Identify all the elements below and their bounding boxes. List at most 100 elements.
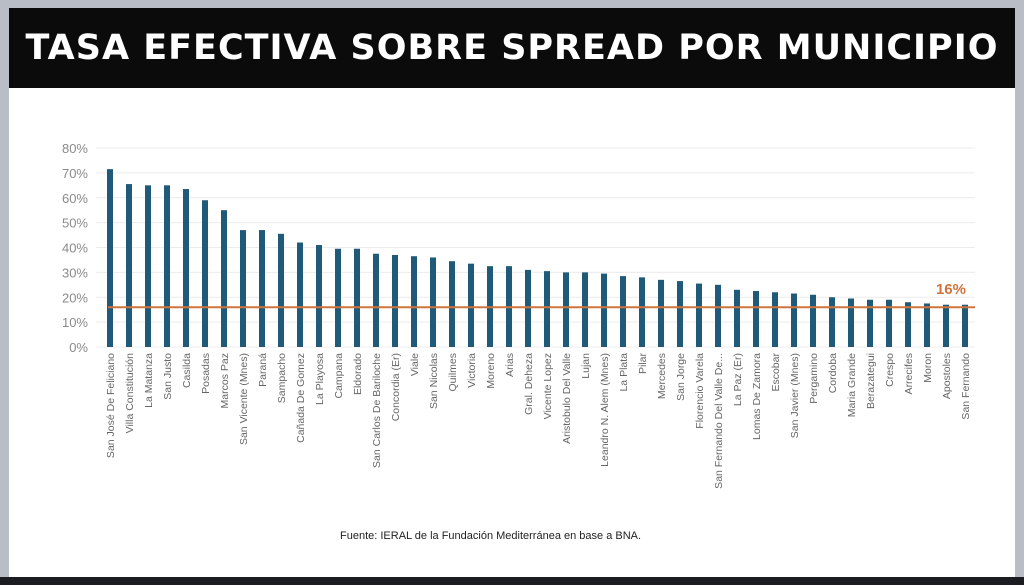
x-tick-label: Pilar	[637, 353, 649, 375]
bar	[696, 283, 702, 347]
y-tick-label: 0%	[69, 340, 88, 355]
x-tick-label: Casilda	[181, 353, 193, 388]
x-tick-label: Cordoba	[827, 353, 839, 393]
x-tick-label: Apostoles	[941, 353, 953, 399]
x-tick-label: Posadas	[200, 353, 212, 394]
x-tick-label: Arias	[504, 353, 516, 377]
y-tick-label: 50%	[62, 216, 88, 231]
x-tick-label: Viale	[409, 353, 421, 376]
bar	[962, 304, 968, 347]
x-tick-label: Gral. Deheza	[523, 353, 535, 415]
bar	[886, 299, 892, 347]
reference-label: 16%	[936, 281, 966, 298]
bar	[715, 284, 721, 347]
x-tick-label: Vicente Lopez	[542, 353, 554, 419]
bar	[335, 248, 341, 347]
x-tick-label: Berazategui	[865, 353, 877, 409]
bar	[240, 230, 246, 347]
x-tick-label: Moron	[922, 353, 934, 383]
x-tick-label: San Javier (Mnes)	[789, 353, 801, 438]
bar	[525, 269, 531, 347]
bar	[126, 184, 132, 347]
x-tick-label: San Jorge	[675, 353, 687, 401]
x-tick-label: Concordia (Er)	[390, 353, 402, 421]
x-tick-label: La Paz (Er)	[732, 353, 744, 406]
y-tick-label: 40%	[62, 241, 88, 256]
x-tick-label: San Vicente (Mnes)	[238, 353, 250, 445]
slide: TASA EFECTIVA SOBRE SPREAD POR MUNICIPIO	[9, 8, 1015, 578]
bar	[297, 242, 303, 347]
bar	[278, 233, 284, 347]
x-tick-label: Escobar	[770, 353, 782, 392]
bar	[601, 273, 607, 347]
x-tick-label: Moreno	[485, 353, 497, 389]
x-tick-label: Eldorado	[352, 353, 364, 395]
bar	[734, 289, 740, 347]
bar	[639, 277, 645, 347]
bar	[392, 254, 398, 347]
x-tick-label: La Matanza	[143, 353, 155, 408]
x-tick-label: San Nicolas	[428, 353, 440, 409]
bar	[924, 303, 930, 347]
x-tick-label: San Carlos De Bariloche	[371, 353, 383, 468]
x-tick-label: San Fernando	[960, 353, 972, 420]
bar	[829, 297, 835, 347]
x-tick-label: San Fernando Del Valle De...	[713, 353, 725, 489]
bar	[202, 200, 208, 347]
bar	[943, 304, 949, 347]
bar	[677, 281, 683, 347]
x-tick-label: Mercedes	[656, 353, 668, 399]
bar	[430, 257, 436, 347]
x-tick-label: Crespo	[884, 353, 896, 387]
bar	[411, 256, 417, 347]
page-title: TASA EFECTIVA SOBRE SPREAD POR MUNICIPIO	[25, 28, 999, 68]
bar	[810, 294, 816, 347]
y-tick-label: 70%	[62, 166, 88, 181]
x-tick-label: La Playosa	[314, 353, 326, 405]
bar	[791, 293, 797, 347]
y-tick-label: 30%	[62, 265, 88, 280]
bar	[164, 185, 170, 347]
bar	[107, 169, 113, 347]
x-tick-label: Lomas De Zamora	[751, 353, 763, 440]
bar	[905, 302, 911, 347]
x-tick-label: Cañada De Gomez	[295, 353, 307, 443]
bar	[544, 271, 550, 347]
x-tick-label: Campana	[333, 353, 345, 399]
x-tick-label: Marcos Paz	[219, 353, 231, 408]
x-tick-label: Aristobulo Del Valle	[561, 353, 573, 444]
bar	[449, 261, 455, 347]
bar	[772, 292, 778, 347]
x-tick-label: Villa Constitución	[124, 353, 136, 434]
x-tick-label: Lujan	[580, 353, 592, 379]
bar	[145, 185, 151, 347]
bar	[316, 245, 322, 347]
x-tick-label: La Plata	[618, 353, 630, 392]
bar	[468, 263, 474, 347]
bar	[848, 298, 854, 347]
x-tick-label: Leandro N. Alem (Mnes)	[599, 353, 611, 467]
y-tick-label: 10%	[62, 315, 88, 330]
title-bar: TASA EFECTIVA SOBRE SPREAD POR MUNICIPIO	[9, 8, 1015, 88]
bottom-bar	[0, 577, 1024, 585]
x-tick-label: San José De Feliciano	[105, 353, 117, 458]
x-tick-label: Florencio Varela	[694, 353, 706, 429]
bar	[259, 230, 265, 347]
bar	[183, 189, 189, 347]
bar	[620, 276, 626, 347]
bar	[582, 272, 588, 347]
y-tick-label: 80%	[62, 141, 88, 156]
x-tick-label: Paraná	[257, 353, 269, 387]
x-tick-label: Maria Grande	[846, 353, 858, 417]
bar	[658, 279, 664, 347]
x-tick-label: Pergamino	[808, 353, 820, 404]
bar	[563, 272, 569, 347]
x-tick-label: Quilmes	[447, 353, 459, 392]
bar	[867, 299, 873, 347]
x-tick-label: Sampacho	[276, 353, 288, 403]
bar	[221, 210, 227, 347]
bar	[753, 291, 759, 347]
x-tick-label: Victoria	[466, 353, 478, 388]
source-note: Fuente: IERAL de la Fundación Mediterrán…	[340, 530, 642, 542]
